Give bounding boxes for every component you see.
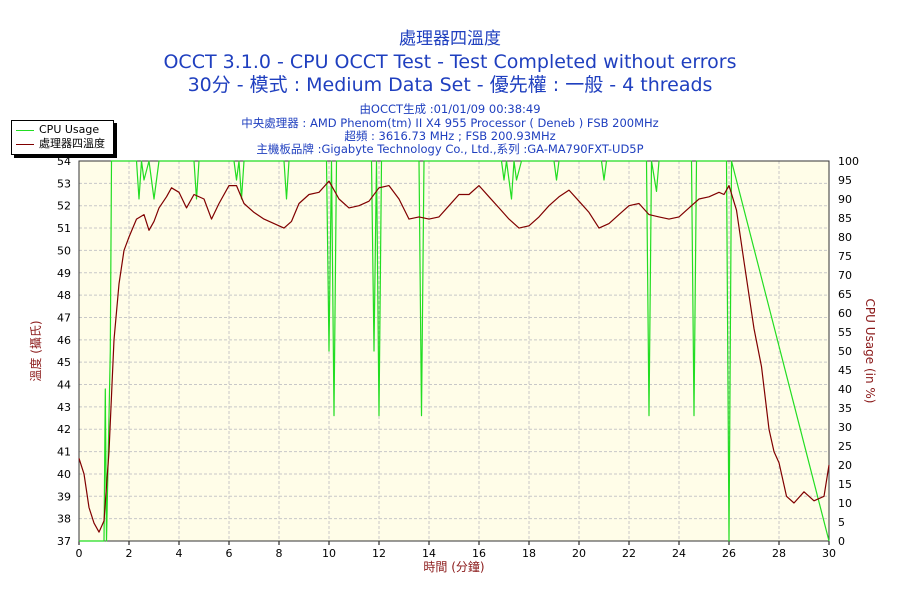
y-axis-label-left: 溫度 (攝氏) [28,320,43,381]
x-tick-label: 20 [572,547,586,560]
y-right-tick-label: 75 [838,250,852,263]
x-axis-label: 時間 (分鐘) [423,559,484,574]
y-right-tick-label: 30 [838,421,852,434]
y-right-tick-label: 95 [838,174,852,187]
y-left-tick-label: 50 [57,244,71,257]
y-left-tick-label: 51 [57,222,71,235]
legend-label-temperature: 處理器四溫度 [39,137,105,150]
y-right-tick-label: 85 [838,212,852,225]
y-right-tick-label: 25 [838,440,852,453]
x-tick-label: 30 [822,547,836,560]
y-left-tick-label: 49 [57,267,71,280]
y-left-tick-label: 47 [57,311,71,324]
y-right-tick-label: 70 [838,269,852,282]
legend-item-temperature: 處理器四溫度 [16,137,105,151]
y-right-tick-label: 15 [838,478,852,491]
legend-label-cpu-usage: CPU Usage [39,123,100,136]
legend: CPU Usage 處理器四溫度 [11,120,114,155]
y-right-tick-label: 10 [838,497,852,510]
y-right-tick-label: 80 [838,231,852,244]
x-tick-label: 26 [722,547,736,560]
y-left-tick-label: 43 [57,401,71,414]
info-frequency: 超頻 : 3616.73 MHz ; FSB 200.93MHz [344,129,556,143]
series-line-temperature [78,180,830,533]
y-right-tick-label: 40 [838,383,852,396]
x-tick-label: 16 [472,547,486,560]
x-tick-label: 0 [76,547,83,560]
info-motherboard: 主機板品牌 :Gigabyte Technology Co., Ltd.,系列 … [256,142,644,156]
x-tick-label: 2 [126,547,133,560]
series-line-cpu-usage [79,160,830,542]
y-axis-label-right: CPU Usage (in %) [863,299,877,404]
y-left-tick-label: 38 [57,513,71,526]
y-left-tick-label: 46 [57,334,71,347]
y-left-tick-label: 44 [57,379,71,392]
legend-swatch-temperature [16,143,34,145]
x-tick-label: 8 [276,547,283,560]
y-right-tick-label: 45 [838,364,852,377]
plot-area [79,161,829,541]
y-right-tick-label: 35 [838,402,852,415]
y-right-tick-label: 55 [838,326,852,339]
y-right-tick-label: 50 [838,345,852,358]
x-tick-label: 6 [226,547,233,560]
y-left-tick-label: 37 [57,535,71,548]
chart-title: 處理器四溫度 [399,29,501,49]
y-right-tick-label: 100 [838,155,859,168]
x-tick-label: 12 [372,547,386,560]
x-tick-label: 22 [622,547,636,560]
legend-item-cpu-usage: CPU Usage [16,123,99,137]
x-tick-label: 24 [672,547,686,560]
y-right-tick-label: 65 [838,288,852,301]
y-left-tick-label: 54 [57,155,71,168]
info-generated: 由OCCT生成 :01/01/09 00:38:49 [359,102,541,116]
info-cpu: 中央處理器 : AMD Phenom(tm) II X4 955 Process… [241,116,659,130]
x-tick-label: 14 [422,547,436,560]
chart-subtitle-test: OCCT 3.1.0 - CPU OCCT Test - Test Comple… [163,51,737,73]
y-left-tick-label: 40 [57,468,71,481]
x-tick-label: 28 [772,547,786,560]
y-left-tick-label: 52 [57,200,71,213]
y-right-tick-label: 60 [838,307,852,320]
x-tick-label: 4 [176,547,183,560]
y-left-tick-label: 53 [57,177,71,190]
y-right-tick-label: 0 [838,535,845,548]
y-left-tick-label: 45 [57,356,71,369]
x-tick-label: 10 [322,547,336,560]
y-left-tick-label: 41 [57,446,71,459]
y-left-tick-label: 39 [57,490,71,503]
legend-swatch-cpu-usage [16,129,34,131]
chart-subtitle-mode: 30分 - 模式 : Medium Data Set - 優先權 : 一般 - … [187,74,713,96]
x-tick-label: 18 [522,547,536,560]
y-left-tick-label: 48 [57,289,71,302]
y-right-tick-label: 20 [838,459,852,472]
y-right-tick-label: 90 [838,193,852,206]
y-right-tick-label: 5 [838,516,845,529]
y-left-tick-label: 42 [57,423,71,436]
